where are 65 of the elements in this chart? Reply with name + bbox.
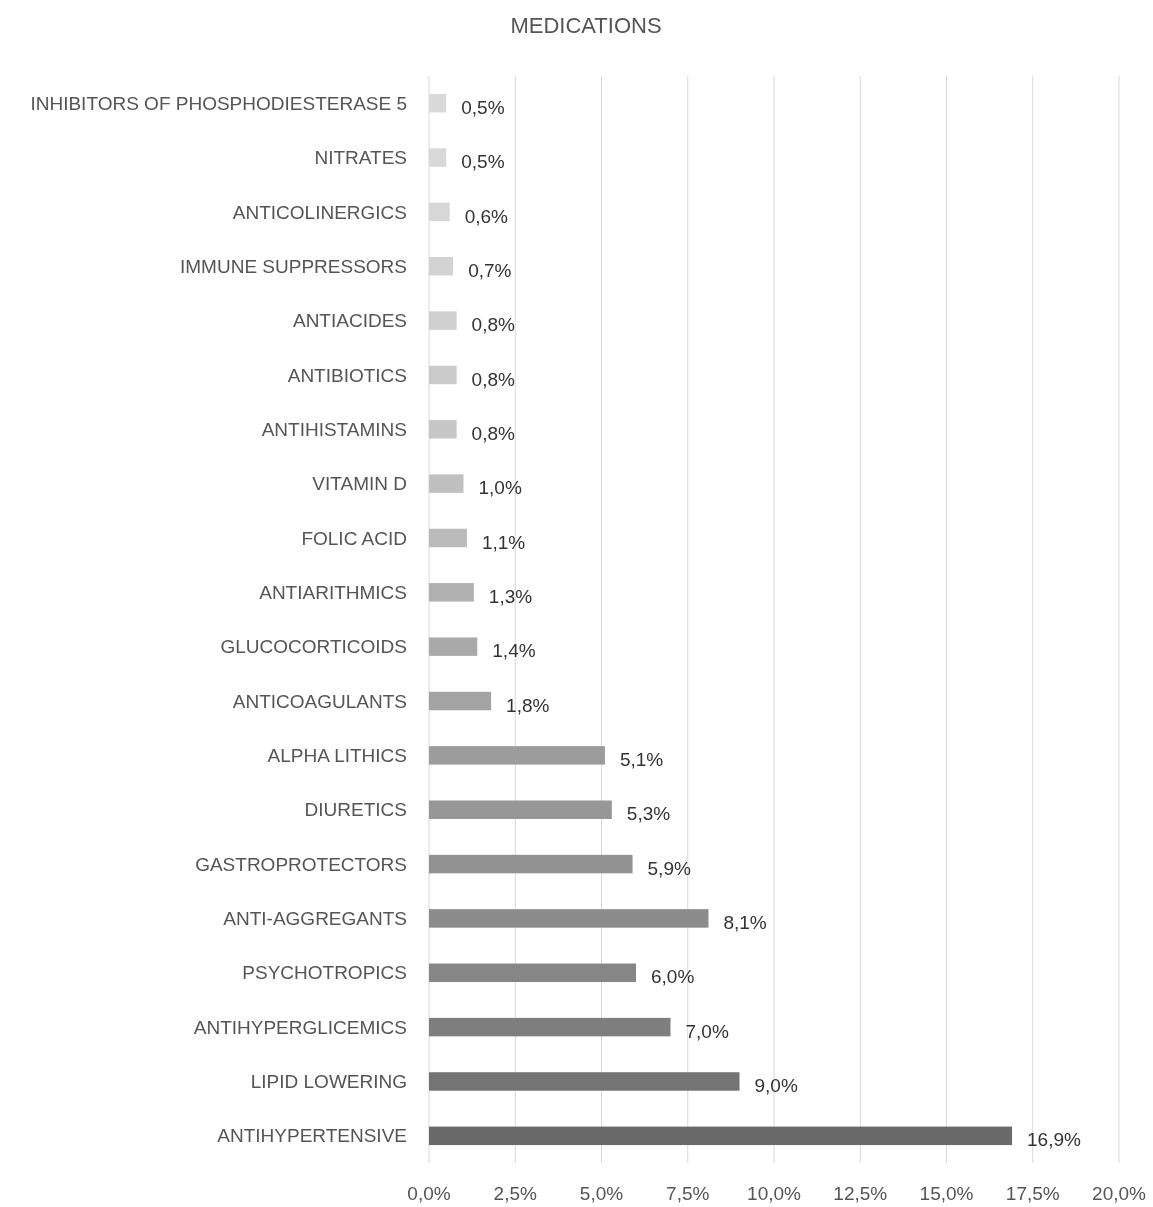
data-label: 16,9%	[1027, 1129, 1082, 1151]
y-tick-label: ANTICOLINERGICS	[232, 201, 407, 223]
y-tick-label: ANTIHYPERGLICEMICS	[193, 1016, 407, 1038]
bar	[429, 1126, 1013, 1146]
y-tick-label: GASTROPROTECTORS	[195, 853, 407, 875]
y-tick-label: ANTI-AGGREGANTS	[223, 908, 407, 930]
data-label: 1,4%	[492, 640, 536, 662]
data-label: 9,0%	[754, 1075, 798, 1097]
y-tick-label: ANTIACIDES	[292, 310, 407, 332]
bar	[429, 1017, 671, 1037]
y-tick-label: NITRATES	[314, 147, 407, 169]
data-label: 0,8%	[471, 422, 516, 444]
y-tick-label: DIURETICS	[304, 799, 407, 821]
y-tick-label: ANTIBIOTICS	[287, 364, 407, 386]
x-tick-label: 17,5%	[1005, 1183, 1060, 1204]
y-tick-label: FOLIC ACID	[301, 527, 407, 549]
bar	[429, 800, 612, 819]
data-label: 6,0%	[651, 966, 695, 988]
x-tick-label: 12,5%	[833, 1183, 888, 1204]
y-tick-label: ANTICOAGULANTS	[232, 690, 407, 712]
data-label: 1,3%	[488, 585, 533, 607]
chart-title: MEDICATIONS	[510, 13, 662, 38]
y-tick-label: LIPID LOWERING	[250, 1071, 407, 1093]
data-label: 8,1%	[723, 912, 767, 934]
data-label: 1,0%	[478, 477, 522, 499]
bar	[429, 909, 709, 928]
bar	[429, 474, 464, 493]
bar	[429, 420, 457, 439]
data-label: 0,8%	[471, 368, 516, 390]
bar	[429, 583, 474, 602]
data-label: 5,9%	[647, 857, 691, 879]
y-tick-label: GLUCOCORTICOIDS	[220, 636, 407, 658]
bar	[429, 528, 467, 548]
x-tick-label: 20,0%	[1092, 1183, 1147, 1204]
bar	[429, 746, 605, 765]
data-label: 0,5%	[461, 96, 505, 118]
y-tick-label: ALPHA LITHICS	[267, 745, 407, 767]
data-label: 5,3%	[626, 803, 671, 825]
data-label: 1,1%	[481, 531, 526, 553]
bar	[429, 854, 633, 874]
x-tick-label: 2,5%	[493, 1183, 538, 1204]
bar	[429, 691, 492, 711]
y-tick-label: IMMUNE SUPPRESSORS	[180, 255, 407, 277]
bar	[429, 637, 478, 656]
x-tick-label: 7,5%	[666, 1183, 710, 1204]
data-label: 0,8%	[471, 314, 516, 336]
y-tick-label: ANTIHYPERTENSIVE	[217, 1125, 407, 1147]
x-tick-label: 5,0%	[579, 1183, 624, 1204]
x-tick-label: 0,0%	[407, 1183, 451, 1204]
y-tick-label: INHIBITORS OF PHOSPHODIESTERASE 5	[30, 92, 407, 114]
bar	[429, 1072, 740, 1091]
x-tick-label: 10,0%	[747, 1183, 802, 1204]
bar	[429, 365, 457, 385]
y-tick-label: ANTIHISTAMINS	[261, 418, 407, 440]
data-label: 0,5%	[461, 151, 505, 173]
y-tick-label: VITAMIN D	[312, 473, 407, 495]
data-label: 0,6%	[464, 205, 509, 227]
x-tick-label: 15,0%	[919, 1183, 974, 1204]
data-label: 5,1%	[619, 749, 664, 771]
bar	[429, 963, 636, 983]
y-tick-label: ANTIARITHMICS	[259, 581, 407, 603]
data-label: 7,0%	[685, 1020, 729, 1042]
data-label: 0,7%	[468, 259, 512, 281]
y-tick-label: PSYCHOTROPICS	[242, 962, 407, 984]
data-label: 1,8%	[506, 694, 550, 716]
